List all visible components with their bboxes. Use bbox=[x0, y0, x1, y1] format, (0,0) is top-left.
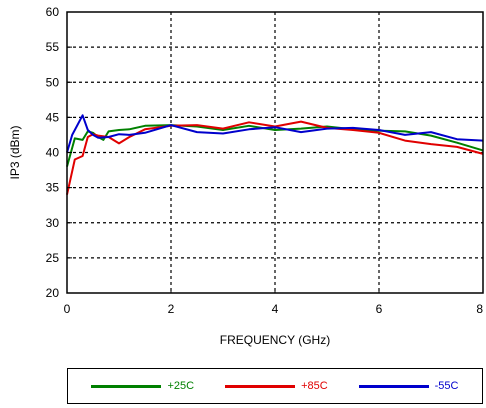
y-tick-label: 20 bbox=[46, 286, 60, 300]
y-tick-label: 50 bbox=[46, 75, 60, 89]
y-axis-label: IP3 (dBm) bbox=[8, 125, 22, 179]
legend-swatch bbox=[358, 384, 429, 388]
x-tick-label: 4 bbox=[272, 302, 279, 316]
legend-item-minus55c: -55C bbox=[358, 380, 459, 392]
x-tick-label: 8 bbox=[476, 302, 483, 316]
y-tick-label: 55 bbox=[46, 40, 60, 54]
x-axis-label: FREQUENCY (GHz) bbox=[220, 333, 330, 347]
y-tick-label: 30 bbox=[46, 216, 60, 230]
legend: +25C +85C -55C bbox=[67, 368, 483, 404]
y-tick-label: 60 bbox=[46, 5, 60, 19]
legend-label: +85C bbox=[301, 380, 328, 392]
legend-swatch bbox=[91, 384, 162, 388]
series-line-85c bbox=[66, 120, 484, 195]
series-layer bbox=[66, 114, 484, 195]
y-tick-label: 40 bbox=[46, 146, 60, 160]
legend-item-25c: +25C bbox=[91, 380, 194, 392]
y-tick-label: 25 bbox=[46, 251, 60, 265]
axes: 20 25 30 35 40 45 50 55 60 0 2 4 6 8 bbox=[46, 5, 484, 316]
legend-swatch bbox=[225, 384, 296, 388]
series-line-55c bbox=[66, 114, 484, 153]
y-tick-label: 35 bbox=[46, 181, 60, 195]
legend-label: -55C bbox=[434, 380, 459, 392]
gridlines bbox=[67, 12, 483, 293]
y-tick-label: 45 bbox=[46, 110, 60, 124]
x-tick-label: 2 bbox=[168, 302, 175, 316]
x-tick-label: 0 bbox=[64, 302, 71, 316]
legend-label: +25C bbox=[167, 380, 195, 392]
legend-item-85c: +85C bbox=[225, 380, 328, 392]
x-tick-label: 6 bbox=[376, 302, 383, 316]
